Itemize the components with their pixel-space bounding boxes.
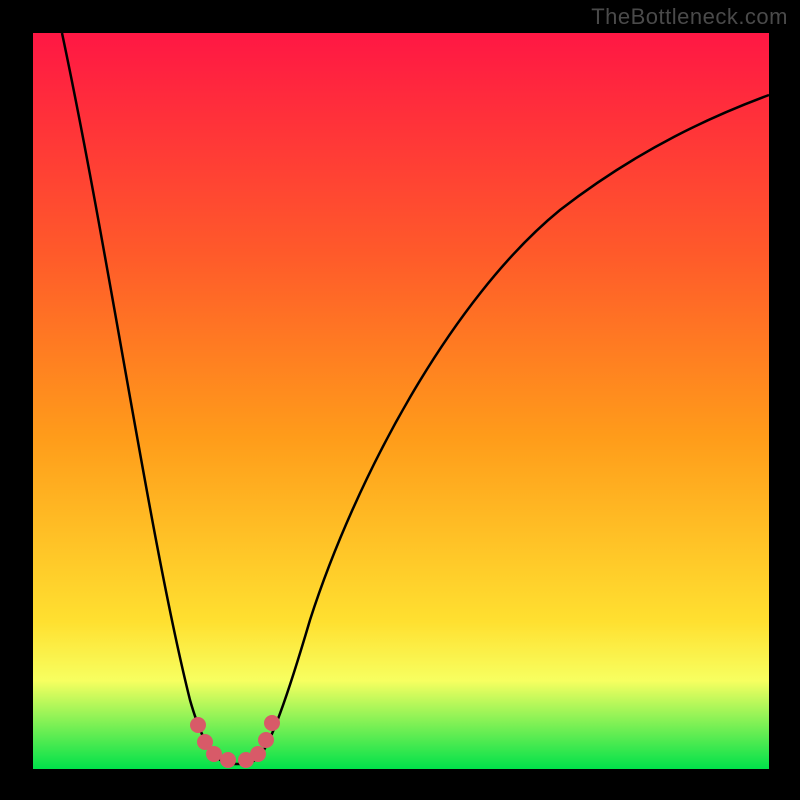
trough-dot — [220, 752, 236, 768]
trough-dot — [264, 715, 280, 731]
curve-right-branch — [258, 95, 769, 758]
chart-frame: TheBottleneck.com — [0, 0, 800, 800]
trough-dot — [258, 732, 274, 748]
trough-dot — [206, 746, 222, 762]
bottleneck-curve-svg — [0, 0, 800, 800]
trough-dots-group — [190, 715, 280, 768]
attribution-text: TheBottleneck.com — [591, 4, 788, 30]
trough-dot — [190, 717, 206, 733]
trough-dot — [250, 746, 266, 762]
curve-left-branch — [62, 33, 218, 758]
